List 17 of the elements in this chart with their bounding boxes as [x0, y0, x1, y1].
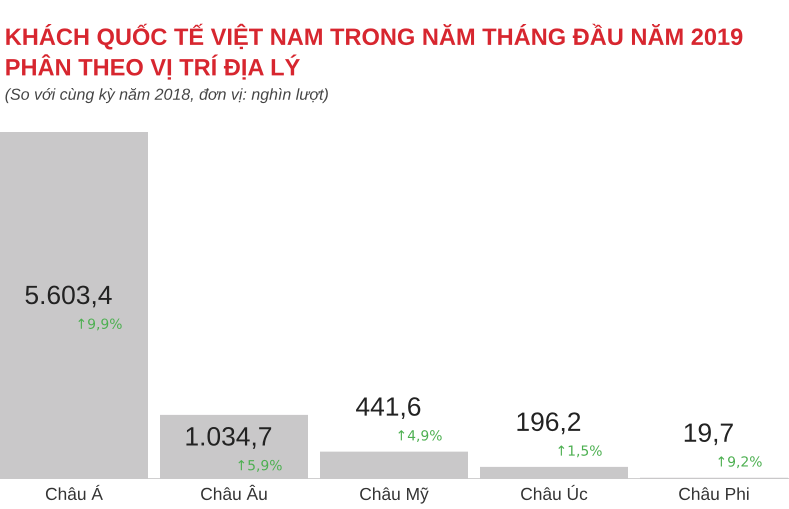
x-tick-label: Châu Âu	[201, 484, 267, 500]
x-tick-label: Châu Phi	[679, 487, 749, 500]
x-tick-label: Châu Úc	[521, 484, 588, 500]
annotation: ↑1,5%	[558, 445, 602, 458]
data-label: 441,6	[356, 397, 420, 419]
annotation: ↑4,9%	[398, 430, 442, 442]
x-tick-label: Châu Á	[46, 484, 103, 500]
annotation: ↑5,9%	[238, 460, 282, 472]
data-label: 19,7	[684, 423, 733, 446]
data-label: 196,2	[517, 412, 580, 434]
data-label: 1.034,7	[186, 427, 272, 449]
data-label: 5.603,4	[25, 286, 112, 308]
chart-subtitle: (So với cùng kỳ năm 2018, đơn vị: nghìn lượt)	[5, 88, 328, 104]
annotation: ↑9,9%	[78, 318, 122, 330]
x-tick-label: Châu Mỹ	[360, 487, 429, 504]
annotation: ↑9,2%	[718, 456, 762, 468]
chart-title: KHÁCH QUỐC TẾ VIỆT NAM TRONG NĂM THÁNG ĐẦU NĂM 2019 PHÂN THEO VỊ TRÍ ĐỊA LÝ	[6, 24, 742, 80]
